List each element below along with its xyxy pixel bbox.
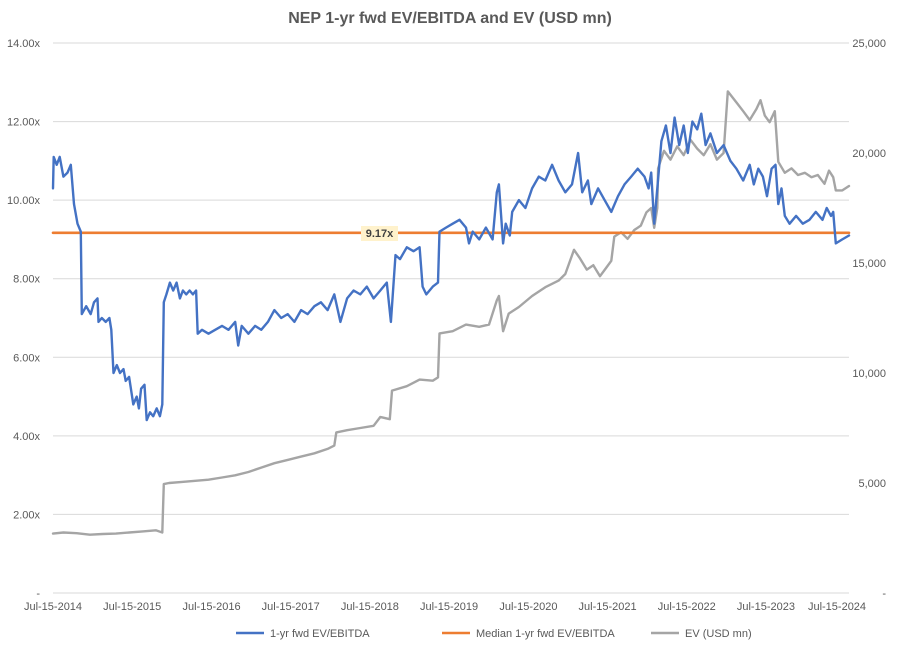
y-right-tick-label: 15,000 xyxy=(852,258,886,270)
y-left-tick-label: 8.00x xyxy=(13,274,40,286)
1-yr-fwd-ev-ebitda-line xyxy=(51,112,851,422)
y-left-tick-label: - xyxy=(36,588,40,600)
ev-usd-mn-line xyxy=(51,90,851,536)
x-tick-label: Jul-15-2015 xyxy=(103,601,161,613)
x-tick-label: Jul-15-2017 xyxy=(262,601,320,613)
y-right-tick-label: 5,000 xyxy=(858,478,886,490)
median-label: 9.17x xyxy=(366,228,394,240)
x-tick-label: Jul-15-2023 xyxy=(737,601,795,613)
chart-title: NEP 1-yr fwd EV/EBITDA and EV (USD mn) xyxy=(288,10,612,27)
legend-label: EV (USD mn) xyxy=(685,628,752,640)
x-tick-label: Jul-15-2019 xyxy=(420,601,478,613)
legend-label: 1-yr fwd EV/EBITDA xyxy=(270,628,370,640)
y-left-tick-label: 14.00x xyxy=(7,38,41,50)
gridlines xyxy=(53,42,849,515)
x-tick-label: Jul-15-2024 xyxy=(808,601,866,613)
y-left-tick-label: 2.00x xyxy=(13,509,40,521)
median-annotation: 9.17x xyxy=(361,226,398,241)
y-right-tick-label: 20,000 xyxy=(852,148,886,160)
x-tick-label: Jul-15-2016 xyxy=(183,601,241,613)
y-left-tick-label: 10.00x xyxy=(7,195,41,207)
y-right-tick-label: - xyxy=(882,588,886,600)
y-axis-right: - 5,000 10,000 15,000 20,000 25,000 xyxy=(852,38,886,600)
x-tick-label: Jul-15-2021 xyxy=(579,601,637,613)
y-left-tick-label: 4.00x xyxy=(13,431,40,443)
x-tick-label: Jul-15-2022 xyxy=(658,601,716,613)
y-axis-left: - 2.00x 4.00x 6.00x 8.00x 10.00x 12.00x 14.00x xyxy=(7,38,41,600)
median-label-box xyxy=(361,226,398,241)
x-tick-label: Jul-15-2014 xyxy=(24,601,82,613)
x-axis: Jul-15-2014 Jul-15-2015 Jul-15-2016 Jul-15-… xyxy=(24,592,866,613)
x-tick-label: Jul-15-2020 xyxy=(499,601,557,613)
y-left-tick-label: 12.00x xyxy=(7,117,41,129)
y-left-tick-label: 6.00x xyxy=(13,352,40,364)
y-right-tick-label: 25,000 xyxy=(852,38,886,50)
x-tick-label: Jul-15-2018 xyxy=(341,601,399,613)
legend: 1-yr fwd EV/EBITDA Median 1-yr fwd EV/EBI… xyxy=(236,628,752,640)
legend-label: Median 1-yr fwd EV/EBITDA xyxy=(476,628,615,640)
series-lines xyxy=(51,90,851,536)
y-right-tick-label: 10,000 xyxy=(852,368,886,380)
